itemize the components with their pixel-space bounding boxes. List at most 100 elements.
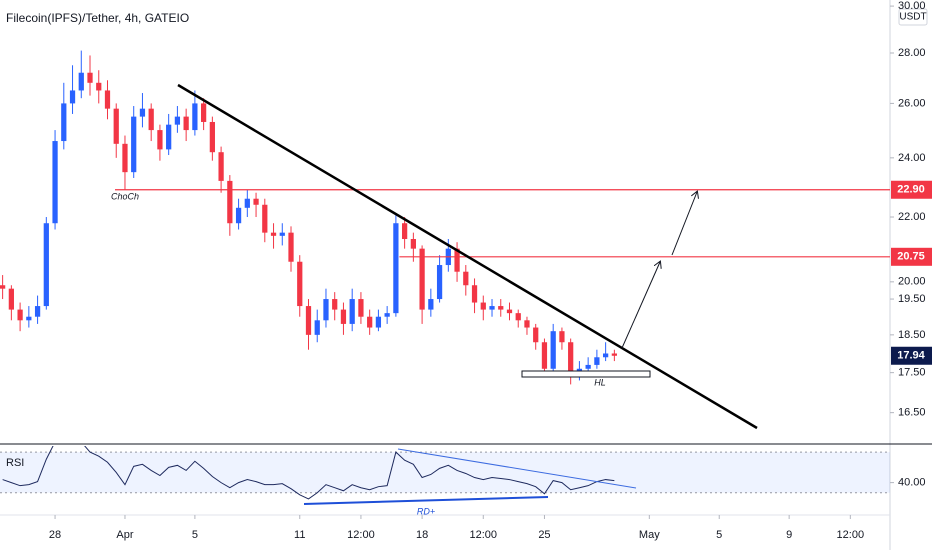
x-tick-label: 12:00 — [347, 529, 375, 541]
candle-body — [209, 121, 215, 153]
y-tick-label: 26.00 — [898, 97, 926, 109]
candle-body — [471, 285, 478, 303]
candle-body — [367, 316, 373, 328]
candle-body — [69, 90, 76, 104]
annotation: RD+ — [417, 506, 435, 516]
candle-body — [314, 320, 320, 335]
x-tick-label: 25 — [538, 529, 550, 541]
candle-body — [436, 265, 443, 300]
x-tick-label: 12:00 — [837, 529, 865, 541]
candle-body — [463, 271, 469, 286]
candle-body — [139, 108, 146, 117]
candle-body — [384, 313, 390, 317]
x-tick-label: 9 — [786, 529, 792, 541]
candle-body — [305, 306, 312, 335]
y-tick-label: 18.50 — [898, 329, 926, 341]
candle-body — [611, 353, 617, 356]
candle-body — [340, 309, 347, 324]
candle-body — [550, 331, 556, 369]
candle-body — [201, 103, 207, 122]
candle-body — [419, 248, 425, 310]
candle-body — [235, 207, 242, 224]
candle-body — [227, 180, 233, 224]
price-label: 22.90 — [897, 184, 925, 196]
candle-body — [288, 232, 294, 262]
candle-body — [559, 331, 565, 343]
candle-body — [17, 309, 23, 321]
x-tick-label: 28 — [49, 529, 61, 541]
candle-body — [253, 198, 259, 205]
candle-body — [148, 108, 154, 131]
hl-box — [521, 370, 651, 378]
candle-body — [218, 152, 224, 181]
y-tick-label: 40.00 — [898, 477, 926, 489]
candle-body — [454, 248, 460, 272]
price-label-box — [891, 180, 932, 199]
pane-title: RSI — [6, 457, 24, 469]
candle-body — [26, 316, 32, 321]
candle-body — [524, 320, 530, 328]
y-tick-label: 16.50 — [898, 407, 926, 419]
rsi-support-line — [303, 496, 549, 505]
x-tick-label: 11 — [294, 529, 305, 541]
candle-body — [297, 261, 303, 307]
candle-body — [87, 72, 93, 83]
x-tick-label: 12:00 — [470, 529, 498, 541]
annotation: HL — [594, 377, 606, 387]
candle-body — [402, 223, 408, 240]
x-tick-label: 5 — [716, 529, 722, 541]
arrow — [621, 262, 660, 349]
y-tick-label: 24.00 — [898, 152, 926, 164]
candle-body — [244, 198, 250, 208]
candle-body — [157, 130, 163, 150]
candle-body — [96, 82, 102, 91]
candle-body — [8, 288, 14, 310]
y-tick-label: 20.00 — [898, 276, 926, 288]
candle-body — [541, 342, 548, 369]
candle-body — [0, 285, 6, 289]
candle-body — [174, 116, 181, 125]
rsi-band — [0, 452, 890, 493]
candle-body — [78, 72, 84, 91]
rsi-trend-line — [397, 448, 637, 489]
candle-body — [533, 327, 539, 343]
chart-title: Filecoin(IPFS)/Tether, 4h, GATEIO — [6, 11, 189, 25]
candle-body — [122, 143, 128, 173]
candle-body — [506, 309, 513, 314]
candle-body — [498, 306, 504, 310]
candle-body — [603, 353, 609, 358]
candle-body — [585, 364, 591, 369]
candle-body — [358, 299, 364, 317]
last-price-label: 17.94 — [897, 350, 925, 362]
candle-body — [262, 204, 268, 233]
candle-body — [166, 124, 172, 150]
candle-body — [480, 302, 486, 310]
y-tick-label: 30.00 — [898, 0, 926, 12]
candle-body — [594, 357, 600, 365]
annotation: ChoCh — [111, 191, 139, 201]
y-tick-label: 19.50 — [898, 293, 926, 305]
x-tick-label: 5 — [192, 529, 198, 541]
candle-body — [515, 313, 521, 321]
candle-body — [393, 223, 399, 314]
candle-body — [349, 299, 355, 324]
candle-body — [104, 90, 111, 109]
candle-body — [113, 108, 119, 144]
candle-body — [332, 299, 338, 310]
candle-body — [34, 306, 41, 317]
candle-body — [270, 232, 277, 236]
candle-body — [428, 299, 434, 310]
y-tick-label: 22.00 — [898, 211, 926, 223]
candle-body — [323, 299, 329, 321]
candle-body — [43, 223, 49, 307]
y-tick-label: 28.00 — [898, 47, 926, 59]
candle-body — [183, 116, 189, 131]
candle-body — [375, 316, 382, 328]
candle-body — [61, 103, 67, 142]
y-tick-label: 17.50 — [898, 367, 926, 379]
trend-line — [177, 83, 758, 430]
candle-body — [568, 342, 574, 373]
candle-body — [489, 306, 495, 310]
price-label-box — [891, 247, 932, 266]
